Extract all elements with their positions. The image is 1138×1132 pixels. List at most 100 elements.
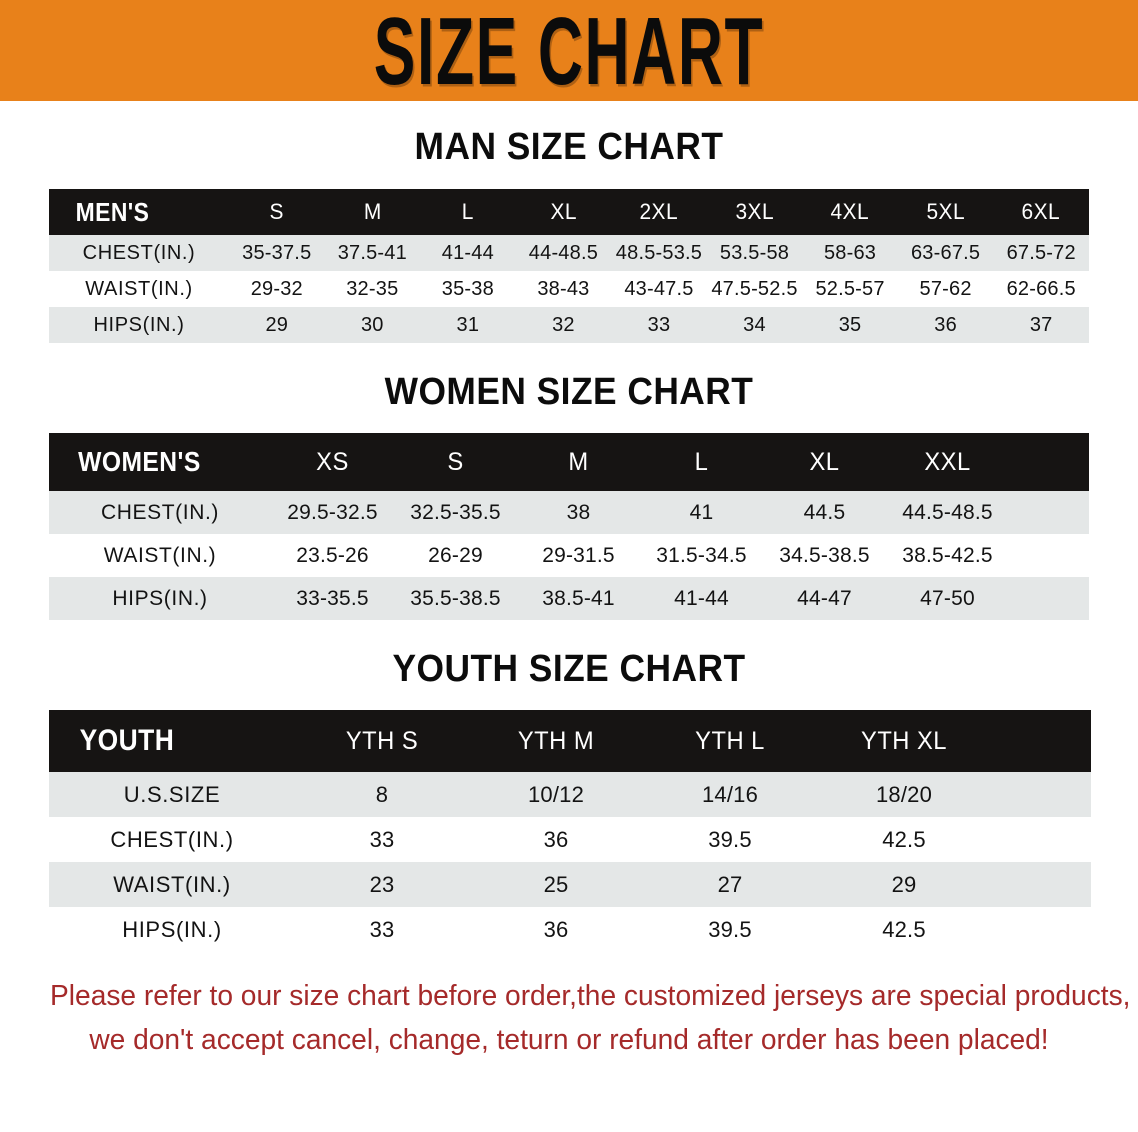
- man-chest-3xl: 53.5-58: [719, 241, 790, 264]
- man-waist-2xl: 43-47.5: [624, 277, 694, 300]
- youth-table-header-row: YOUTH YTH S YTH M YTH L YTH XL: [49, 710, 1091, 772]
- youth-hips-l: 39.5: [708, 916, 752, 942]
- youth-ussize-m: 10/12: [527, 781, 585, 807]
- women-chest-l: 41: [689, 500, 714, 524]
- women-col-header-m: M: [568, 447, 589, 476]
- women-row-label-chest: CHEST(IN.): [101, 500, 219, 524]
- man-chest-m: 37.5-41: [337, 241, 407, 264]
- return-policy-note: Please refer to our size chart before or…: [50, 974, 1131, 1062]
- women-hips-l: 41-44: [674, 586, 729, 610]
- man-waist-m: 32-35: [346, 277, 399, 300]
- youth-size-table-wrap: YOUTH YTH S YTH M YTH L YTH XL U.S.SIZE …: [49, 710, 1091, 952]
- youth-col-header-m: YTH M: [517, 726, 595, 755]
- banner-title: SIZE CHART: [373, 0, 765, 101]
- women-row-label-waist: WAIST(IN.): [103, 543, 217, 567]
- women-row-label-hips: HIPS(IN.): [112, 586, 208, 610]
- women-hips-s: 35.5-38.5: [410, 586, 501, 610]
- man-hips-m: 30: [360, 313, 384, 336]
- youth-waist-xl: 29: [891, 871, 917, 897]
- man-hips-4xl: 35: [838, 313, 862, 336]
- man-chest-5xl: 63-67.5: [910, 241, 981, 264]
- women-col-header-xs: XS: [316, 447, 349, 476]
- table-row: CHEST(IN.) 29.5-32.5 32.5-35.5 38 41 44.…: [49, 491, 1089, 534]
- man-col-header-m: M: [363, 199, 382, 224]
- women-chest-xxl: 44.5-48.5: [902, 500, 993, 524]
- man-col-header-5xl: 5XL: [926, 199, 965, 224]
- return-policy-note-line2: we don't accept cancel, change, teturn o…: [89, 1024, 1049, 1056]
- women-header-spacer: [1011, 433, 1087, 491]
- table-row: WAIST(IN.) 29-32 32-35 35-38 38-43 43-47…: [49, 271, 1089, 307]
- youth-chest-m: 36: [543, 826, 569, 852]
- youth-section-title: YOUTH SIZE CHART: [392, 648, 746, 690]
- women-section-title: WOMEN SIZE CHART: [384, 371, 754, 413]
- women-chest-xl: 44.5: [803, 500, 846, 524]
- women-waist-m: 29-31.5: [542, 543, 615, 567]
- youth-hips-s: 33: [369, 916, 395, 942]
- women-col-header-xxl: XXL: [924, 447, 971, 476]
- man-waist-l: 35-38: [441, 277, 494, 300]
- man-row-label-chest: CHEST(IN.): [82, 241, 196, 264]
- women-chest-xs: 29.5-32.5: [287, 500, 378, 524]
- man-row-label-waist: WAIST(IN.): [85, 277, 193, 300]
- man-hips-s: 29: [265, 313, 289, 336]
- women-chest-m: 38: [566, 500, 591, 524]
- youth-col-header-xl: YTH XL: [860, 726, 948, 755]
- women-table-header-row: WOMEN'S XS S M L XL XXL: [49, 433, 1089, 491]
- youth-hips-xl: 42.5: [882, 916, 926, 942]
- women-chest-spacer: [1009, 491, 1089, 534]
- man-hips-6xl: 37: [1029, 313, 1053, 336]
- youth-category-label: YOUTH: [79, 724, 175, 757]
- youth-waist-s: 23: [369, 871, 395, 897]
- man-col-header-6xl: 6XL: [1021, 199, 1061, 224]
- table-row: U.S.SIZE 8 10/12 14/16 18/20: [49, 772, 1091, 817]
- table-row: HIPS(IN.) 33-35.5 35.5-38.5 38.5-41 41-4…: [49, 577, 1089, 620]
- youth-ussize-l: 14/16: [701, 781, 759, 807]
- youth-waist-spacer: [991, 862, 1091, 907]
- women-hips-m: 38.5-41: [542, 586, 615, 610]
- women-size-table-wrap: WOMEN'S XS S M L XL XXL CHEST(IN.) 29.5-…: [49, 433, 1089, 620]
- women-waist-xxl: 38.5-42.5: [902, 543, 993, 567]
- man-chest-s: 35-37.5: [242, 241, 312, 264]
- youth-chest-l: 39.5: [708, 826, 752, 852]
- table-row: CHEST(IN.) 35-37.5 37.5-41 41-44 44-48.5…: [49, 235, 1089, 271]
- man-row-label-hips: HIPS(IN.): [93, 313, 185, 336]
- man-hips-5xl: 36: [934, 313, 957, 336]
- women-chest-s: 32.5-35.5: [410, 500, 501, 524]
- women-size-table: WOMEN'S XS S M L XL XXL CHEST(IN.) 29.5-…: [49, 433, 1089, 620]
- man-table-header-row: MEN'S S M L XL 2XL 3XL 4XL 5XL 6XL: [49, 189, 1089, 235]
- man-category-label: MEN'S: [75, 196, 150, 227]
- table-row: WAIST(IN.) 23 25 27 29: [49, 862, 1091, 907]
- youth-header-spacer: [994, 710, 1089, 772]
- man-col-header-3xl: 3XL: [735, 199, 774, 224]
- women-waist-xl: 34.5-38.5: [779, 543, 870, 567]
- man-chest-4xl: 58-63: [823, 241, 877, 264]
- man-col-header-4xl: 4XL: [830, 199, 870, 224]
- women-waist-l: 31.5-34.5: [656, 543, 747, 567]
- man-hips-3xl: 34: [743, 313, 766, 336]
- man-waist-3xl: 47.5-52.5: [711, 277, 798, 300]
- youth-ussize-spacer: [991, 772, 1091, 817]
- youth-col-header-l: YTH L: [695, 726, 765, 755]
- man-hips-2xl: 33: [647, 313, 671, 336]
- women-hips-xl: 44-47: [797, 586, 852, 610]
- youth-row-label-ussize: U.S.SIZE: [123, 781, 221, 807]
- table-row: WAIST(IN.) 23.5-26 26-29 29-31.5 31.5-34…: [49, 534, 1089, 577]
- man-col-header-l: L: [461, 199, 474, 224]
- women-waist-xs: 23.5-26: [296, 543, 369, 567]
- return-policy-note-line1: Please refer to our size chart before or…: [50, 980, 1131, 1012]
- man-waist-s: 29-32: [250, 277, 303, 300]
- youth-chest-spacer: [991, 817, 1091, 862]
- youth-ussize-xl: 18/20: [875, 781, 933, 807]
- youth-chest-s: 33: [369, 826, 395, 852]
- man-col-header-xl: XL: [550, 199, 577, 224]
- table-row: HIPS(IN.) 33 36 39.5 42.5: [49, 907, 1091, 952]
- women-col-header-s: S: [447, 447, 464, 476]
- man-chest-l: 41-44: [441, 241, 494, 264]
- man-waist-6xl: 62-66.5: [1006, 277, 1076, 300]
- man-hips-l: 31: [456, 313, 480, 336]
- man-section-title: MAN SIZE CHART: [414, 126, 724, 168]
- youth-size-table: YOUTH YTH S YTH M YTH L YTH XL U.S.SIZE …: [49, 710, 1091, 952]
- man-chest-xl: 44-48.5: [528, 241, 599, 264]
- man-waist-5xl: 57-62: [919, 277, 972, 300]
